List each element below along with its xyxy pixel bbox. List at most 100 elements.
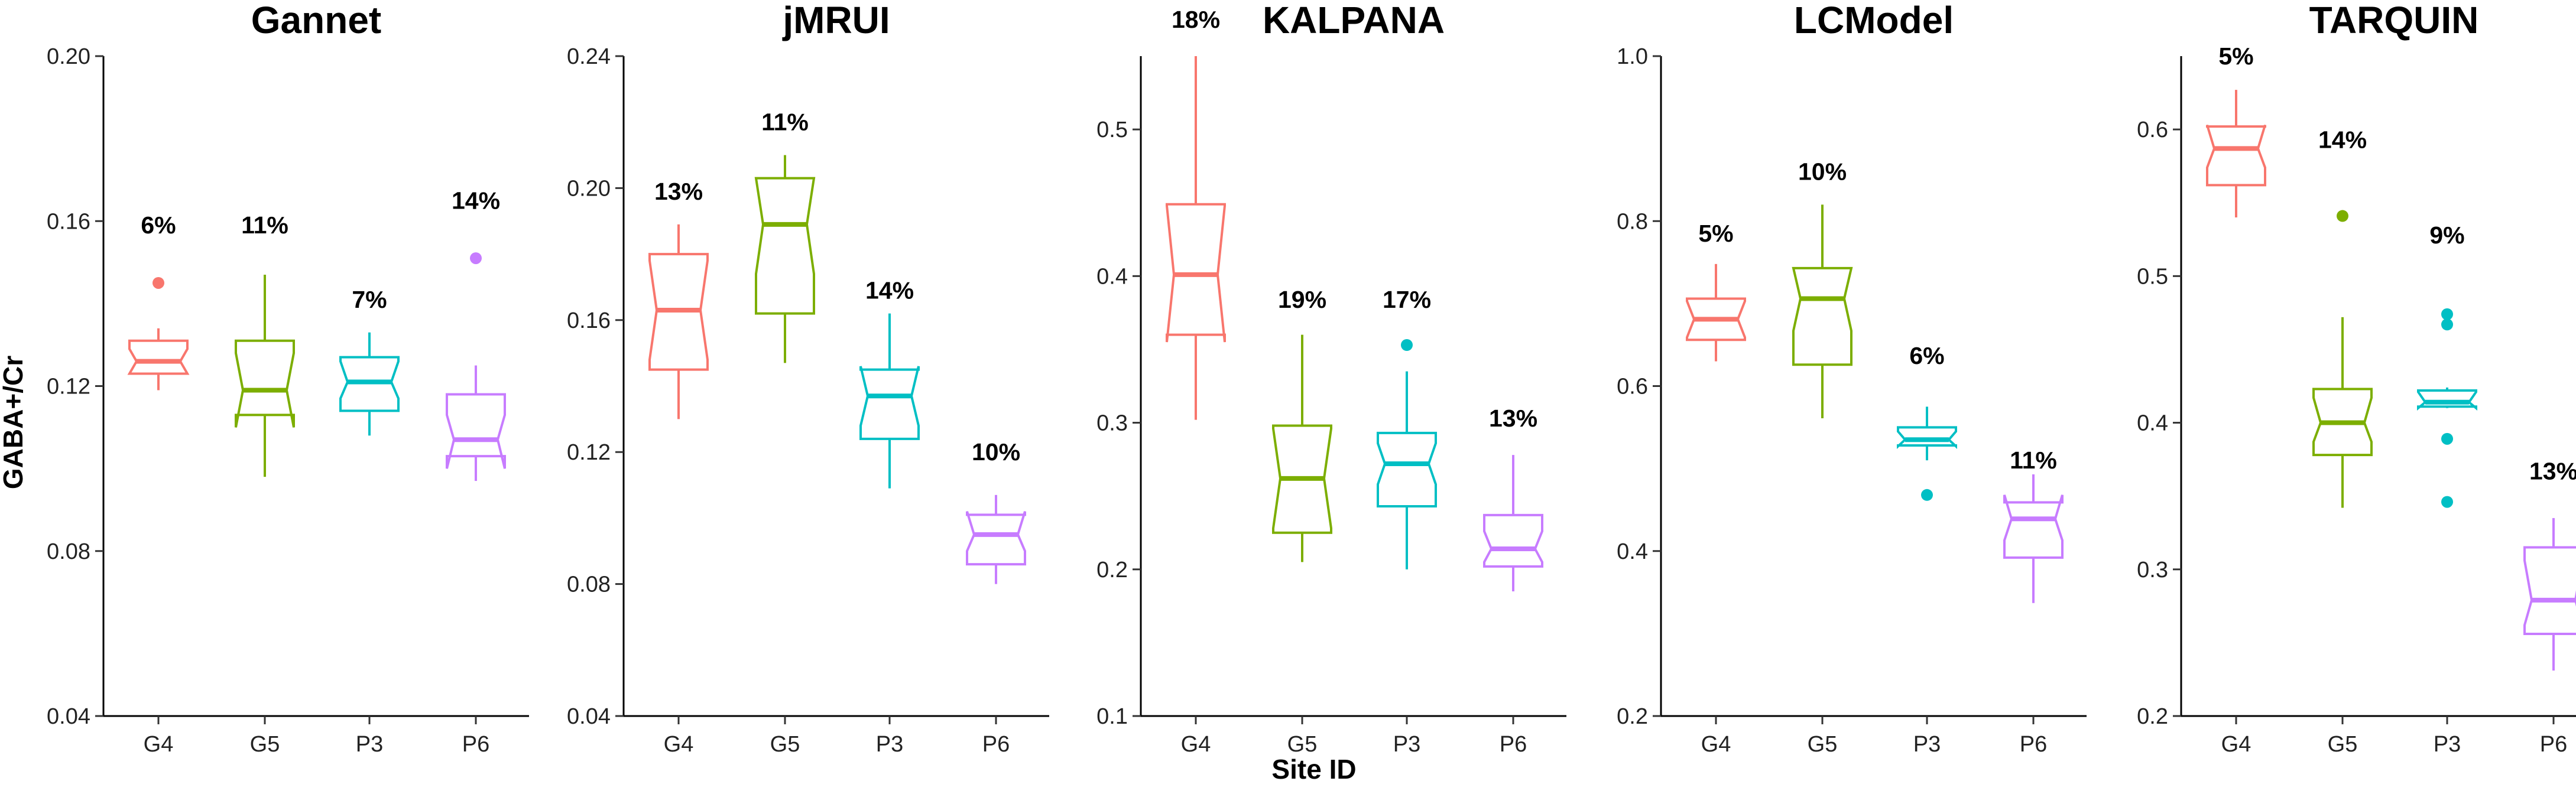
y-tick-label: 0.2 (1617, 704, 1648, 729)
box-p6: 13% (2523, 457, 2576, 671)
outlier-point (2441, 318, 2453, 331)
cv-label: 11% (2010, 447, 2057, 474)
box-g5: 19% (1272, 286, 1332, 562)
outlier-point (2441, 432, 2453, 445)
x-tick-label: G5 (1287, 732, 1318, 757)
x-tick-label: G5 (1808, 732, 1838, 757)
notched-box (1792, 266, 1853, 366)
x-tick-label: P3 (2434, 732, 2461, 757)
cv-label: 14% (452, 187, 500, 214)
x-tick-label: P3 (1393, 732, 1420, 757)
y-axis-label: GABA+/Cr (0, 356, 28, 489)
cv-label: 17% (1383, 286, 1431, 313)
x-tick-label: G4 (1701, 732, 1731, 757)
y-tick-label: 0.04 (47, 704, 90, 729)
box-g4: 13% (648, 178, 709, 419)
y-tick-label: 0.08 (47, 539, 90, 564)
notched-box (2003, 494, 2064, 559)
panel-title: LCModel (1794, 0, 1954, 41)
y-tick-label: 0.4 (2137, 411, 2168, 436)
notched-box (127, 339, 190, 375)
notched-box (1377, 431, 1437, 508)
cv-label: 13% (654, 178, 703, 205)
notched-box (235, 339, 295, 428)
cv-label: 10% (972, 438, 1020, 466)
x-tick-label: P3 (876, 732, 903, 757)
y-tick-label: 0.6 (2137, 118, 2168, 142)
cv-label: 18% (1172, 6, 1220, 33)
box-g4: 6% (127, 211, 190, 391)
notched-box (446, 393, 506, 469)
box-g5: 11% (754, 109, 816, 363)
box-g4: 5% (1686, 220, 1746, 362)
cv-label: 14% (2318, 126, 2367, 153)
notched-box (2523, 546, 2576, 635)
y-tick-label: 0.2 (2137, 704, 2168, 729)
x-tick-label: P3 (1913, 732, 1941, 757)
outlier-point (153, 276, 164, 289)
box-g4: 18% (1166, 6, 1226, 420)
panel-tarquin: TARQUIN 0.2 0.3 0.4 0.5 0.6 G4 G5 P3 P6 5% 14% 9% 13% (2137, 0, 2576, 757)
cv-label: 14% (865, 277, 914, 304)
panel-title: Gannet (251, 0, 381, 41)
notched-box (966, 511, 1026, 566)
notched-box (2206, 125, 2266, 187)
x-tick-label: G5 (2328, 732, 2358, 757)
y-tick-label: 0.8 (1617, 209, 1648, 234)
notched-box (1897, 426, 1957, 450)
outlier-point (2441, 308, 2453, 320)
y-tick-label: 0.12 (47, 375, 90, 399)
box-p6: 10% (966, 438, 1026, 584)
box-g5: 11% (235, 211, 295, 477)
y-tick-label: 0.6 (1617, 375, 1648, 399)
y-tick-label: 0.08 (567, 572, 611, 597)
notched-box (2417, 389, 2477, 411)
x-tick-label: P6 (2020, 732, 2047, 757)
outlier-point (1401, 339, 1413, 351)
outlier-point (470, 252, 482, 265)
panel-title: jMRUI (782, 0, 890, 41)
x-tick-label: G4 (664, 732, 694, 757)
x-tick-label: P6 (982, 732, 1010, 757)
cv-label: 13% (2529, 457, 2576, 484)
x-tick-label: P6 (2540, 732, 2567, 757)
x-tick-label: G4 (2221, 732, 2251, 757)
box-p6: 13% (1483, 405, 1543, 592)
x-tick-label: P6 (462, 732, 489, 757)
outlier-point (2441, 496, 2453, 508)
y-tick-label: 1.0 (1617, 44, 1648, 69)
outlier-point (1921, 489, 1933, 501)
box-g5: 14% (2312, 126, 2373, 508)
x-tick-label: G5 (770, 732, 800, 757)
notched-box (1483, 513, 1543, 568)
y-tick-label: 0.2 (1096, 558, 1128, 583)
y-tick-label: 0.3 (1096, 411, 1128, 436)
cv-label: 10% (1798, 158, 1847, 185)
x-tick-label: G4 (1181, 732, 1211, 757)
cv-label: 6% (141, 211, 176, 239)
y-tick-label: 0.20 (567, 176, 611, 201)
notched-box (859, 366, 920, 440)
cv-label: 6% (1909, 342, 1944, 369)
cv-label: 13% (1489, 405, 1537, 432)
y-tick-label: 0.16 (47, 209, 90, 234)
x-tick-label: G5 (250, 732, 280, 757)
cv-label: 9% (2429, 222, 2464, 249)
panel-gannet: Gannet 0.04 0.08 0.12 0.16 0.20 G4 G5 P3 P6 6% 11% 7… (47, 0, 529, 757)
box-p3: 7% (339, 286, 400, 436)
box-p3: 14% (859, 277, 920, 489)
y-tick-label: 0.20 (47, 44, 90, 69)
cv-label: 11% (761, 109, 809, 136)
box-g4: 5% (2206, 43, 2266, 218)
y-tick-label: 0.3 (2137, 558, 2168, 583)
y-tick-label: 0.4 (1096, 264, 1128, 289)
panel-kalpana: KALPANA 0.1 0.2 0.3 0.4 0.5 G4 G5 P3 P6 18% 19% 17% 1… (1096, 0, 1566, 757)
cv-label: 11% (241, 211, 288, 239)
panel-title: KALPANA (1263, 0, 1445, 41)
x-axis-label: Site ID (1271, 754, 1356, 785)
cv-label: 19% (1278, 286, 1326, 313)
panel-jmrui: jMRUI 0.04 0.08 0.12 0.16 0.20 0.24 G4 G5 P3 P6 13%… (567, 0, 1049, 757)
outlier-point (2337, 210, 2348, 222)
box-p6: 14% (446, 187, 506, 481)
